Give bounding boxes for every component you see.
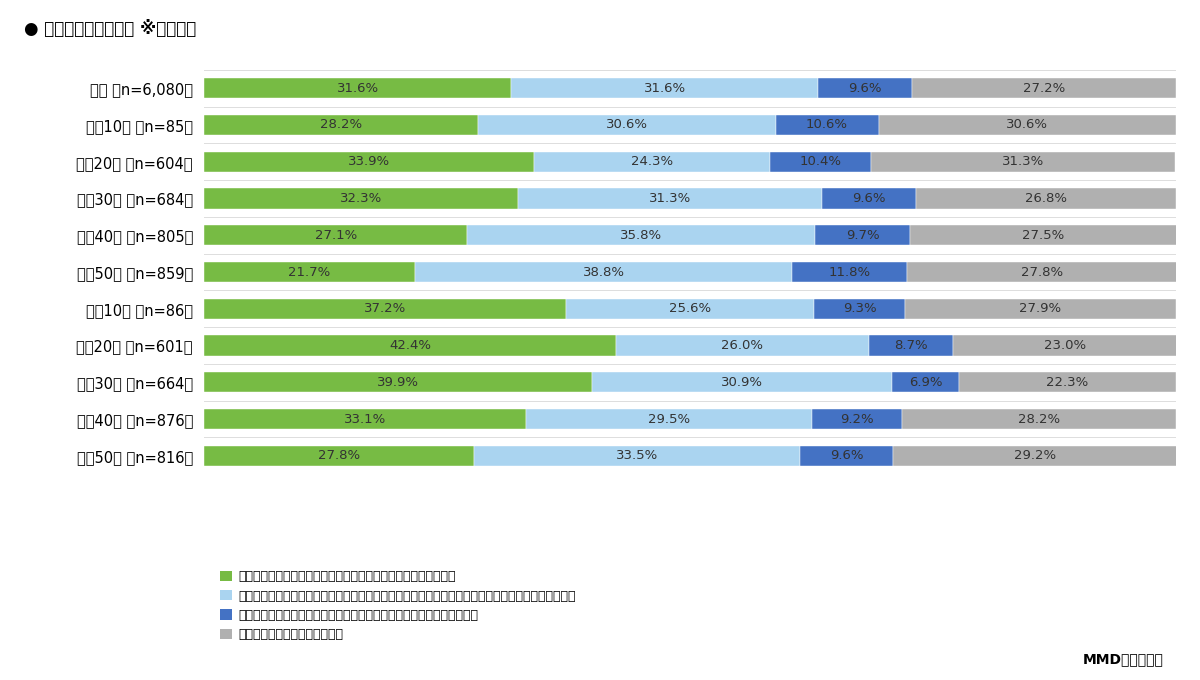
Text: 30.9%: 30.9% xyxy=(721,376,763,389)
Bar xyxy=(954,335,1177,356)
Bar xyxy=(959,372,1176,392)
Bar xyxy=(878,115,1176,135)
Text: 39.9%: 39.9% xyxy=(377,376,419,389)
Text: 27.8%: 27.8% xyxy=(318,449,360,462)
Text: 35.8%: 35.8% xyxy=(620,228,662,242)
Bar xyxy=(204,225,468,245)
Bar xyxy=(775,115,878,135)
Text: 31.6%: 31.6% xyxy=(643,82,685,95)
Bar xyxy=(792,262,907,282)
Bar xyxy=(518,188,822,209)
Text: 6.9%: 6.9% xyxy=(908,376,942,389)
Text: 26.0%: 26.0% xyxy=(721,339,763,352)
Bar xyxy=(415,262,792,282)
Bar xyxy=(815,299,905,319)
Text: 27.1%: 27.1% xyxy=(314,228,356,242)
Text: 9.6%: 9.6% xyxy=(829,449,863,462)
Text: 37.2%: 37.2% xyxy=(364,302,406,316)
Text: 9.3%: 9.3% xyxy=(842,302,876,316)
Bar xyxy=(478,115,775,135)
Text: 29.2%: 29.2% xyxy=(1014,449,1056,462)
Bar xyxy=(474,445,800,466)
Bar xyxy=(822,188,916,209)
Bar xyxy=(204,335,616,356)
Text: 23.0%: 23.0% xyxy=(1044,339,1086,352)
Bar xyxy=(204,152,534,172)
Legend: 電子マネー機能を使っており、個人間送金を利用したことがある, 電子マネー機能を使っており、個人間送金をできることは知っていたが、一度も利用したことがない, 電子: 電子マネー機能を使っており、個人間送金を利用したことがある, 電子マネー機能を使… xyxy=(220,571,576,641)
Text: ● 個人間送金の認知度 ※性年代別: ● 個人間送金の認知度 ※性年代別 xyxy=(24,20,197,38)
Bar xyxy=(204,445,474,466)
Text: 27.8%: 27.8% xyxy=(1021,265,1063,279)
Text: 33.9%: 33.9% xyxy=(348,155,390,168)
Bar xyxy=(526,409,812,429)
Bar xyxy=(905,299,1176,319)
Bar xyxy=(204,372,592,392)
Text: 25.6%: 25.6% xyxy=(668,302,712,316)
Bar xyxy=(902,409,1176,429)
Bar xyxy=(912,78,1176,99)
Bar xyxy=(565,299,815,319)
Bar xyxy=(818,78,912,99)
Bar xyxy=(534,152,769,172)
Bar xyxy=(592,372,892,392)
Text: 9.6%: 9.6% xyxy=(852,192,886,205)
Bar xyxy=(800,445,893,466)
Bar xyxy=(812,409,902,429)
Bar xyxy=(204,409,526,429)
Text: 31.6%: 31.6% xyxy=(336,82,379,95)
Text: 10.6%: 10.6% xyxy=(806,118,848,131)
Text: 29.5%: 29.5% xyxy=(648,413,690,426)
Bar xyxy=(204,299,565,319)
Text: 26.8%: 26.8% xyxy=(1025,192,1067,205)
Text: 28.2%: 28.2% xyxy=(320,118,362,131)
Bar xyxy=(892,372,959,392)
Text: 33.5%: 33.5% xyxy=(616,449,658,462)
Bar xyxy=(869,335,954,356)
Text: 38.8%: 38.8% xyxy=(582,265,624,279)
Text: 31.3%: 31.3% xyxy=(649,192,691,205)
Bar xyxy=(815,225,910,245)
Text: 30.6%: 30.6% xyxy=(1007,118,1049,131)
Text: 9.7%: 9.7% xyxy=(846,228,880,242)
Text: 22.3%: 22.3% xyxy=(1046,376,1088,389)
Bar xyxy=(468,225,815,245)
Text: 42.4%: 42.4% xyxy=(389,339,431,352)
Bar xyxy=(871,152,1175,172)
Text: 10.4%: 10.4% xyxy=(799,155,841,168)
Text: 9.6%: 9.6% xyxy=(848,82,882,95)
Text: 9.2%: 9.2% xyxy=(840,413,874,426)
Text: 27.2%: 27.2% xyxy=(1022,82,1064,95)
Text: 27.5%: 27.5% xyxy=(1022,228,1064,242)
Bar xyxy=(204,78,511,99)
Text: 11.8%: 11.8% xyxy=(828,265,870,279)
Text: 27.9%: 27.9% xyxy=(1019,302,1062,316)
Bar xyxy=(893,445,1177,466)
Text: 31.3%: 31.3% xyxy=(1002,155,1044,168)
Text: MMD研究所調べ: MMD研究所調べ xyxy=(1084,652,1164,666)
Bar xyxy=(204,262,415,282)
Text: 8.7%: 8.7% xyxy=(894,339,928,352)
Bar xyxy=(204,188,518,209)
Text: 21.7%: 21.7% xyxy=(288,265,330,279)
Bar xyxy=(511,78,818,99)
Text: 28.2%: 28.2% xyxy=(1018,413,1060,426)
Bar xyxy=(769,152,871,172)
Bar xyxy=(204,115,478,135)
Bar xyxy=(907,262,1177,282)
Text: 30.6%: 30.6% xyxy=(606,118,648,131)
Text: 33.1%: 33.1% xyxy=(343,413,386,426)
Text: 32.3%: 32.3% xyxy=(340,192,382,205)
Bar xyxy=(616,335,869,356)
Bar xyxy=(910,225,1177,245)
Text: 24.3%: 24.3% xyxy=(630,155,673,168)
Bar xyxy=(916,188,1176,209)
